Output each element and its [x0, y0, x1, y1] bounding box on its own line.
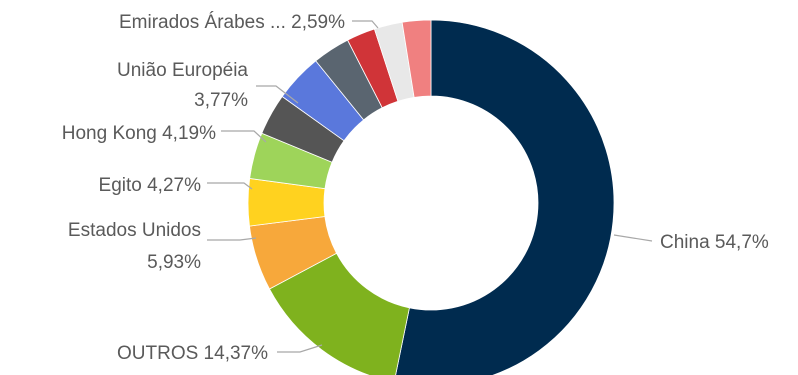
label-china: China 54,7% — [660, 232, 769, 253]
label-eua-name: Estados Unidos — [68, 220, 201, 241]
leader-line-emirados — [352, 20, 379, 29]
slice-emirados-rabes — [401, 19, 432, 98]
label-eua-value: 5,93% — [147, 252, 201, 273]
label-uniao-value: 3,77% — [194, 90, 248, 111]
label-hongkong: Hong Kong 4,19% — [62, 123, 216, 144]
label-outros: OUTROS 14,37% — [117, 343, 268, 364]
leader-line-hongkong — [221, 130, 267, 143]
slice-china — [395, 19, 615, 375]
label-uniao-name: União Européia — [117, 60, 248, 81]
leader-line-egito — [207, 182, 253, 190]
leader-line-uniao — [256, 85, 299, 104]
label-egito: Egito 4,27% — [99, 175, 202, 196]
leader-line-outros — [277, 344, 323, 353]
leader-line-eua — [207, 237, 257, 241]
leader-line-china — [613, 234, 653, 242]
label-emirados: Emirados Árabes ... 2,59% — [119, 12, 345, 33]
donut-slices — [247, 19, 615, 375]
